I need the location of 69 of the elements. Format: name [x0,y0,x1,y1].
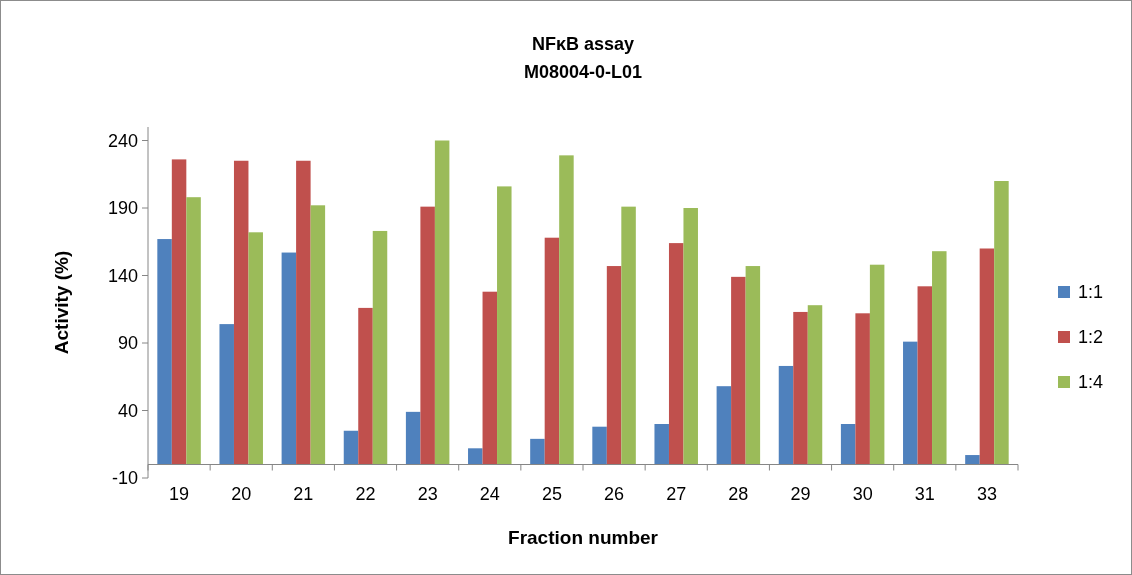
bar [157,239,172,465]
bar [683,208,698,465]
bar [917,286,933,465]
bar [855,313,870,465]
bar [745,266,761,465]
bar [296,160,311,465]
y-tick-label: 190 [107,198,138,219]
bar [186,197,201,465]
bar [716,386,732,465]
legend-label: 1:1 [1078,282,1104,303]
y-tick-label: 140 [107,265,138,286]
bar [840,424,856,465]
x-tick-label: 21 [293,484,314,504]
bar [994,181,1009,465]
y-tick-label: -10 [111,468,138,489]
bar [530,438,545,465]
bar [793,311,808,465]
y-tick-label: 90 [117,333,138,354]
bar [778,365,794,465]
x-tick-label: 27 [666,484,687,504]
x-tick-label: 30 [852,484,873,504]
bar [869,264,885,465]
x-tick-label: 23 [417,484,438,504]
bar [606,266,622,465]
bar [405,411,421,465]
bar [372,230,388,465]
bar [979,248,995,465]
bar [621,206,636,465]
x-tick-label: 19 [169,484,190,504]
bar [482,291,498,465]
y-tick-label: 40 [117,400,138,421]
bar [731,276,746,465]
bar [434,140,450,465]
bar [358,307,373,465]
bar [219,324,234,465]
bar [497,186,512,465]
bar [932,251,947,465]
bar [965,455,980,465]
legend-label: 1:4 [1078,372,1104,393]
x-tick-label: 31 [914,484,935,504]
bar [281,252,297,465]
bar [807,305,823,465]
x-tick-label: 29 [790,484,811,504]
bar [559,155,574,465]
y-axis-title: Activity (%) [51,250,72,355]
x-axis-title: Fraction number [508,527,659,548]
y-tick-label: 240 [107,130,138,151]
chart-subtitle: M08004-0-L01 [523,62,643,82]
bar [248,232,263,465]
x-tick-label: 25 [541,484,562,504]
bar [668,243,684,465]
bar [654,424,669,465]
bar [544,237,560,465]
bar [468,448,483,465]
bar [233,160,249,465]
x-tick-label: 33 [976,484,997,504]
bar [420,206,435,465]
x-tick-label: 22 [355,484,376,504]
x-tick-label: 20 [231,484,252,504]
x-tick-label: 24 [479,484,500,504]
x-tick-label: 26 [604,484,625,504]
bar [343,430,359,465]
chart-title: NFκB assay [531,34,635,54]
x-tick-label: 28 [728,484,749,504]
legend-label: 1:2 [1078,327,1104,348]
bar [171,159,187,465]
bar [310,205,326,465]
bar [592,426,607,465]
bar [903,341,918,465]
